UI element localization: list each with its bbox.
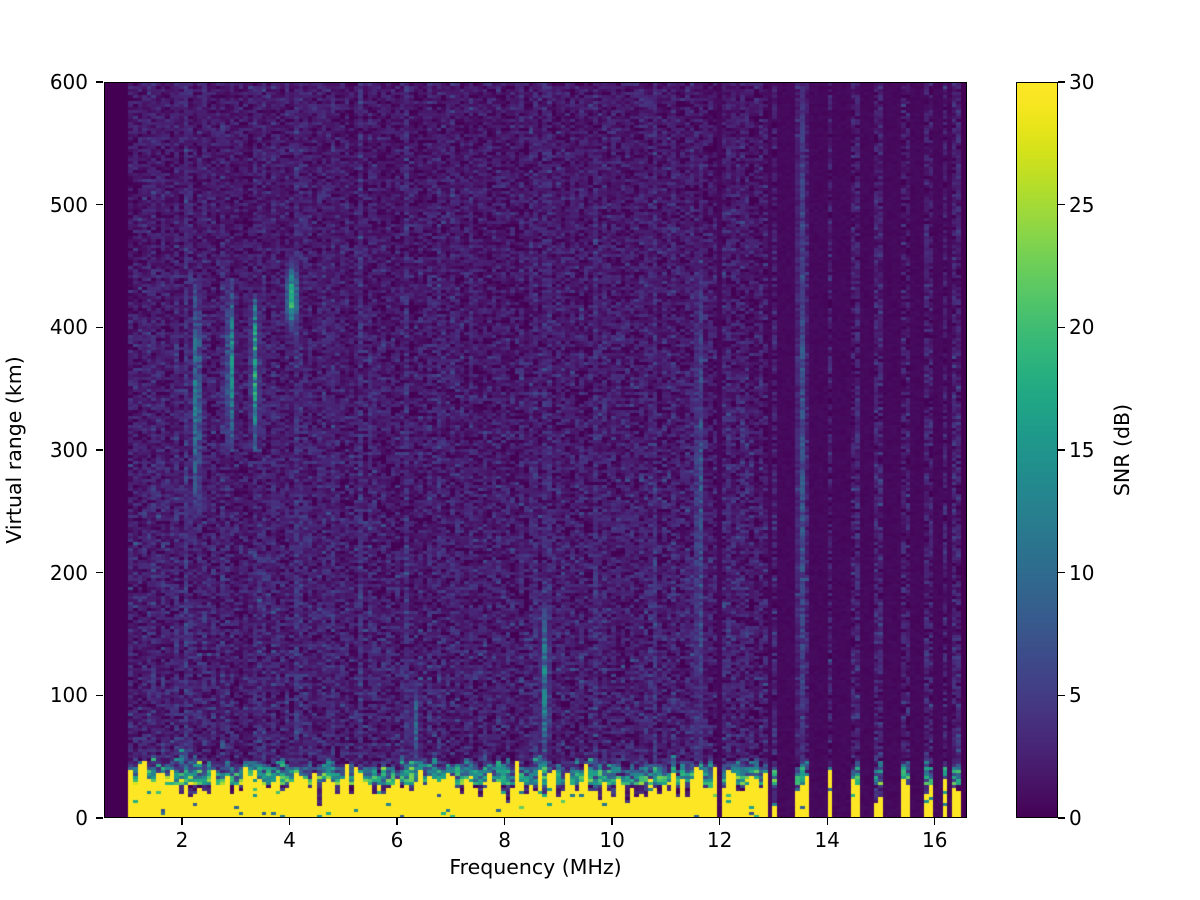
colorbar-tick-mark	[1058, 204, 1065, 206]
colorbar-tick-mark	[1058, 326, 1065, 328]
colorbar	[1016, 82, 1058, 818]
x-tick-label: 10	[599, 828, 625, 852]
colorbar-tick-label: 20	[1069, 315, 1095, 340]
colorbar-tick-mark	[1058, 572, 1065, 574]
colorbar-tick-mark	[1058, 81, 1065, 83]
y-tick-mark	[96, 204, 103, 206]
y-tick-label: 200	[49, 560, 88, 585]
colorbar-tick-label: 0	[1069, 806, 1082, 830]
colorbar-tick-mark	[1058, 694, 1065, 696]
colorbar-tick-label: 5	[1069, 683, 1082, 708]
x-tick-mark	[288, 818, 291, 825]
y-tick-mark	[96, 81, 103, 83]
x-tick-label: 12	[706, 828, 733, 852]
y-axis-label: Virtual range (km)	[2, 356, 26, 544]
x-tick-label: 4	[283, 828, 296, 852]
y-tick-label: 500	[49, 192, 88, 217]
colorbar-tick-label: 25	[1069, 192, 1095, 217]
y-tick-mark	[96, 694, 103, 696]
x-tick-mark	[719, 818, 721, 825]
colorbar-gradient	[1017, 83, 1057, 817]
y-tick-mark	[96, 817, 103, 819]
x-tick-label: 2	[175, 828, 189, 852]
x-tick-label: 16	[922, 828, 948, 852]
x-tick-label: 6	[390, 828, 404, 852]
y-tick-mark	[96, 572, 103, 574]
y-tick-label: 400	[49, 315, 88, 340]
x-tick-mark	[396, 818, 398, 825]
y-tick-label: 300	[49, 438, 88, 462]
colorbar-tick-label: 15	[1069, 438, 1095, 462]
ionogram-axes	[104, 82, 967, 818]
colorbar-label: SNR (dB)	[1110, 403, 1134, 497]
y-tick-label: 600	[49, 70, 88, 94]
x-tick-mark	[181, 818, 183, 825]
x-tick-label: 14	[814, 828, 840, 852]
ionogram-heatmap	[105, 83, 966, 817]
x-tick-mark	[611, 818, 613, 825]
colorbar-tick-mark	[1058, 817, 1065, 819]
x-tick-mark	[934, 818, 936, 825]
colorbar-tick-label: 10	[1069, 560, 1095, 585]
y-tick-mark	[96, 449, 103, 451]
y-tick-label: 100	[49, 683, 88, 708]
x-tick-mark	[826, 818, 828, 825]
y-tick-mark	[96, 326, 103, 328]
x-axis-label: Frequency (MHz)	[449, 855, 622, 879]
x-tick-mark	[503, 818, 506, 825]
x-tick-label: 8	[498, 828, 511, 852]
y-tick-label: 0	[75, 806, 88, 830]
colorbar-tick-label: 30	[1069, 70, 1095, 94]
colorbar-tick-mark	[1058, 449, 1065, 451]
